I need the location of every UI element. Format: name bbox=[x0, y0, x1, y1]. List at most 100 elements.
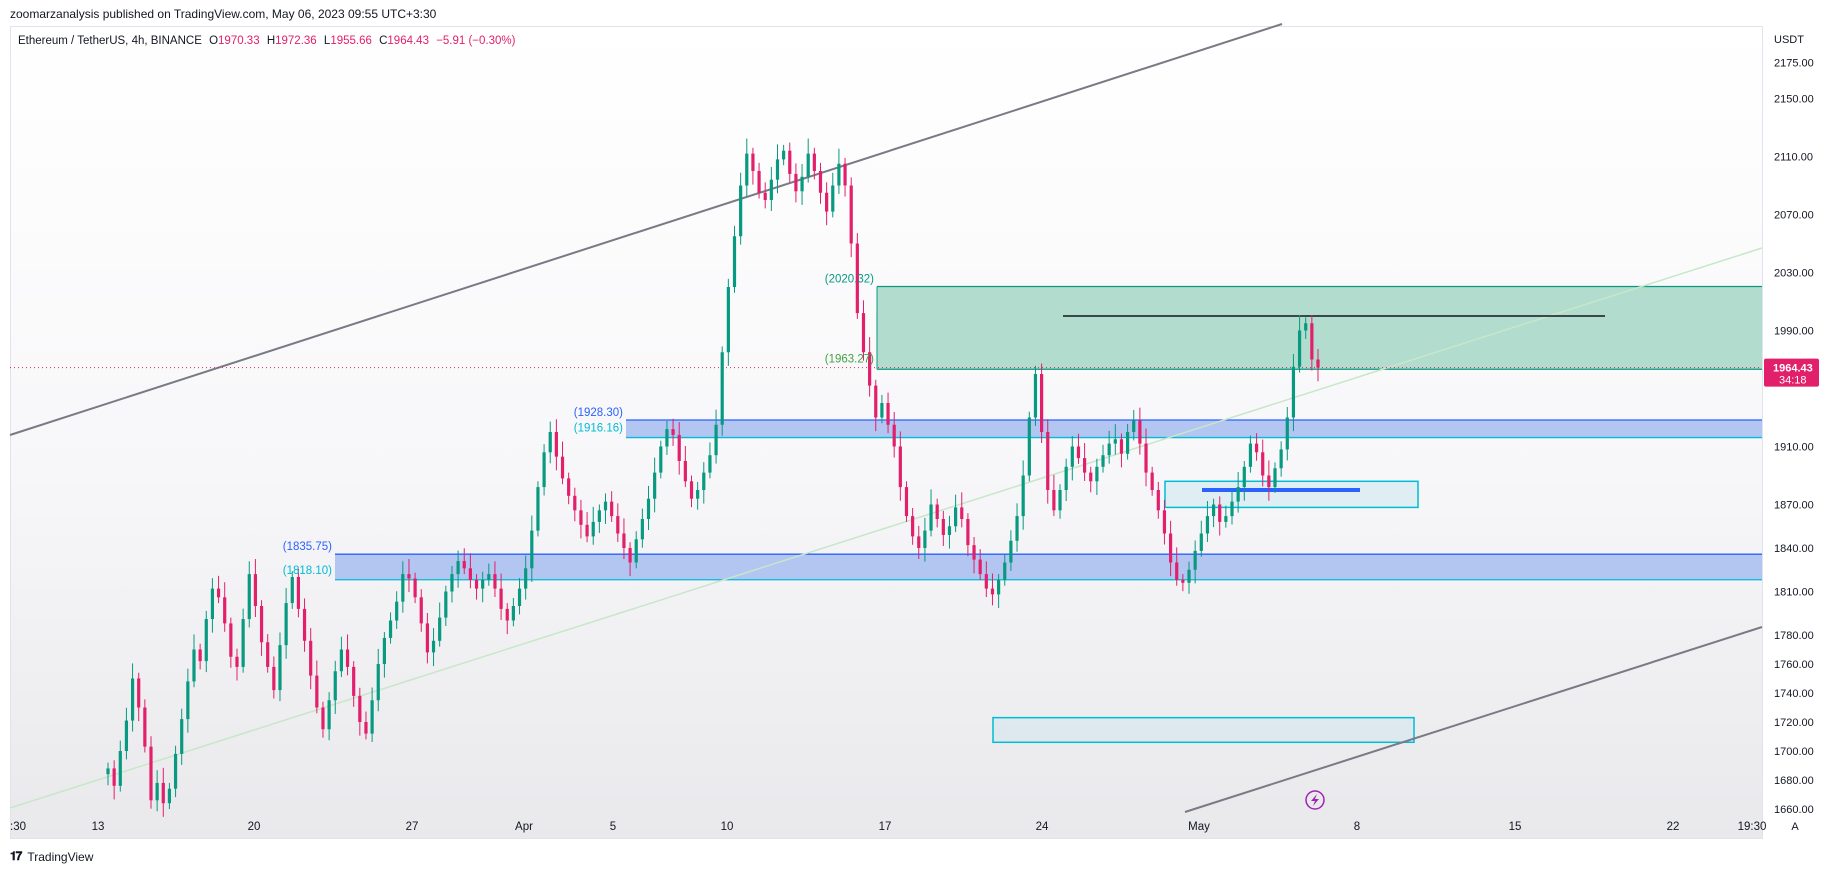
candle-body bbox=[800, 176, 804, 192]
candle-body bbox=[855, 243, 859, 314]
candle-body bbox=[923, 530, 927, 548]
candle-body bbox=[431, 640, 436, 653]
candle-body bbox=[339, 649, 344, 672]
x-tick-label: 22 bbox=[1667, 821, 1680, 833]
candle-body bbox=[1095, 466, 1099, 482]
candle-body bbox=[1101, 455, 1105, 467]
y-tick-label: 2110.00 bbox=[1774, 152, 1813, 164]
candle-body bbox=[616, 516, 620, 534]
candle-body bbox=[610, 501, 614, 517]
symbol-title[interactable]: Ethereum / TetherUS, 4h, BINANCE bbox=[18, 35, 202, 47]
y-tick-label: 2175.00 bbox=[1774, 57, 1814, 69]
candle-body bbox=[1175, 562, 1179, 580]
candle-body bbox=[1310, 323, 1314, 360]
candle-body bbox=[769, 179, 773, 200]
candle-body bbox=[413, 578, 417, 598]
candle-body bbox=[702, 472, 706, 490]
box-1870 bbox=[1164, 480, 1419, 509]
candle-body bbox=[130, 678, 135, 721]
candle-body bbox=[929, 504, 933, 531]
candle-body bbox=[548, 432, 552, 453]
x-tick-label: 19:30 bbox=[1738, 821, 1767, 833]
candle-body bbox=[395, 601, 399, 621]
candle-body bbox=[229, 623, 233, 657]
support-zone-1-top-label: (1835.75) bbox=[283, 541, 332, 553]
candle-body bbox=[714, 424, 718, 456]
candle-body bbox=[1113, 439, 1117, 444]
resistance-zone-top-label: (2020.32) bbox=[825, 274, 874, 286]
candle-body bbox=[364, 722, 368, 734]
y-tick-label: 1720.00 bbox=[1774, 717, 1814, 729]
candle-body bbox=[720, 352, 724, 425]
candle-body bbox=[1009, 540, 1013, 563]
low-value: 1955.66 bbox=[330, 35, 372, 47]
y-tick-label: 2030.00 bbox=[1774, 268, 1814, 280]
candle-body bbox=[1156, 490, 1160, 511]
candle-body bbox=[204, 619, 208, 662]
candle-body bbox=[603, 501, 608, 511]
lightning-event-icon[interactable] bbox=[1305, 790, 1325, 810]
high-label: H bbox=[266, 35, 276, 47]
y-tick-label: 1780.00 bbox=[1774, 630, 1814, 642]
candle-body bbox=[536, 487, 540, 531]
candle-body bbox=[290, 577, 294, 604]
candle-body bbox=[1193, 550, 1197, 570]
candle-body bbox=[659, 446, 663, 473]
candle-body bbox=[1248, 443, 1253, 467]
x-tick-label: 10 bbox=[721, 821, 734, 833]
candle-body bbox=[1040, 374, 1044, 432]
candle-body bbox=[1033, 374, 1038, 418]
y-tick-label: 1680.00 bbox=[1774, 775, 1814, 787]
footer-brand[interactable]: TradingView bbox=[27, 849, 94, 864]
currency-label: USDT bbox=[1774, 34, 1804, 46]
candle-body bbox=[382, 637, 386, 664]
candle-body bbox=[665, 429, 669, 447]
candle-body bbox=[1205, 516, 1210, 534]
support-zone-1 bbox=[335, 554, 1762, 580]
candle-body bbox=[1261, 452, 1265, 476]
x-tick-label: 5 bbox=[610, 821, 616, 833]
candle-body bbox=[1218, 504, 1222, 522]
candle-body bbox=[180, 719, 184, 754]
candle-body bbox=[1279, 449, 1283, 469]
x-tick-label: 13 bbox=[92, 821, 105, 833]
candle-body bbox=[640, 519, 644, 540]
candle-body bbox=[954, 507, 958, 527]
candle-body bbox=[1027, 417, 1031, 476]
channel-lower-line bbox=[1184, 626, 1763, 813]
candle-body bbox=[1058, 490, 1062, 511]
candle-body bbox=[671, 429, 675, 435]
y-tick-label: 1910.00 bbox=[1774, 442, 1814, 454]
candle-body bbox=[597, 510, 601, 522]
open-label: O bbox=[209, 35, 219, 47]
candle-body bbox=[352, 666, 356, 696]
candle-body bbox=[917, 536, 921, 548]
candle-body bbox=[782, 150, 786, 160]
x-tick-label: 20 bbox=[248, 821, 261, 833]
auto-scale-button[interactable]: A bbox=[1791, 821, 1799, 833]
candle-body bbox=[653, 472, 657, 499]
x-axis: :30 13 20 27 Apr 5 10 17 24 May 8 15 22 19:30 A bbox=[10, 790, 1799, 833]
candle-body bbox=[567, 478, 571, 496]
publish-header: zoomarzanalysis published on TradingView… bbox=[10, 7, 437, 21]
y-tick-label: 2150.00 bbox=[1774, 94, 1814, 106]
change-value: −5.91 (−0.30%) bbox=[436, 35, 516, 47]
x-tick-label: 15 bbox=[1509, 821, 1522, 833]
candle-body bbox=[124, 720, 129, 751]
candle-body bbox=[106, 768, 110, 775]
candle-body bbox=[708, 455, 712, 473]
tradingview-logo-icon[interactable]: 𝟏𝟕 bbox=[10, 849, 22, 863]
candle-body bbox=[1150, 472, 1154, 490]
candle-body bbox=[806, 153, 810, 177]
symbol-legend: Ethereum / TetherUS, 4h, BINANCE O1970.3… bbox=[18, 35, 515, 47]
candle-body bbox=[487, 574, 491, 580]
y-tick-label: 1990.00 bbox=[1774, 326, 1814, 338]
candle-body bbox=[530, 530, 534, 569]
support-zone-2-bottom-label: (1916.16) bbox=[574, 423, 623, 435]
candle-body bbox=[726, 287, 730, 353]
candle-body bbox=[990, 588, 995, 595]
y-tick-label: 2070.00 bbox=[1774, 210, 1814, 222]
candle-body bbox=[732, 236, 737, 287]
candle-body bbox=[812, 153, 816, 171]
